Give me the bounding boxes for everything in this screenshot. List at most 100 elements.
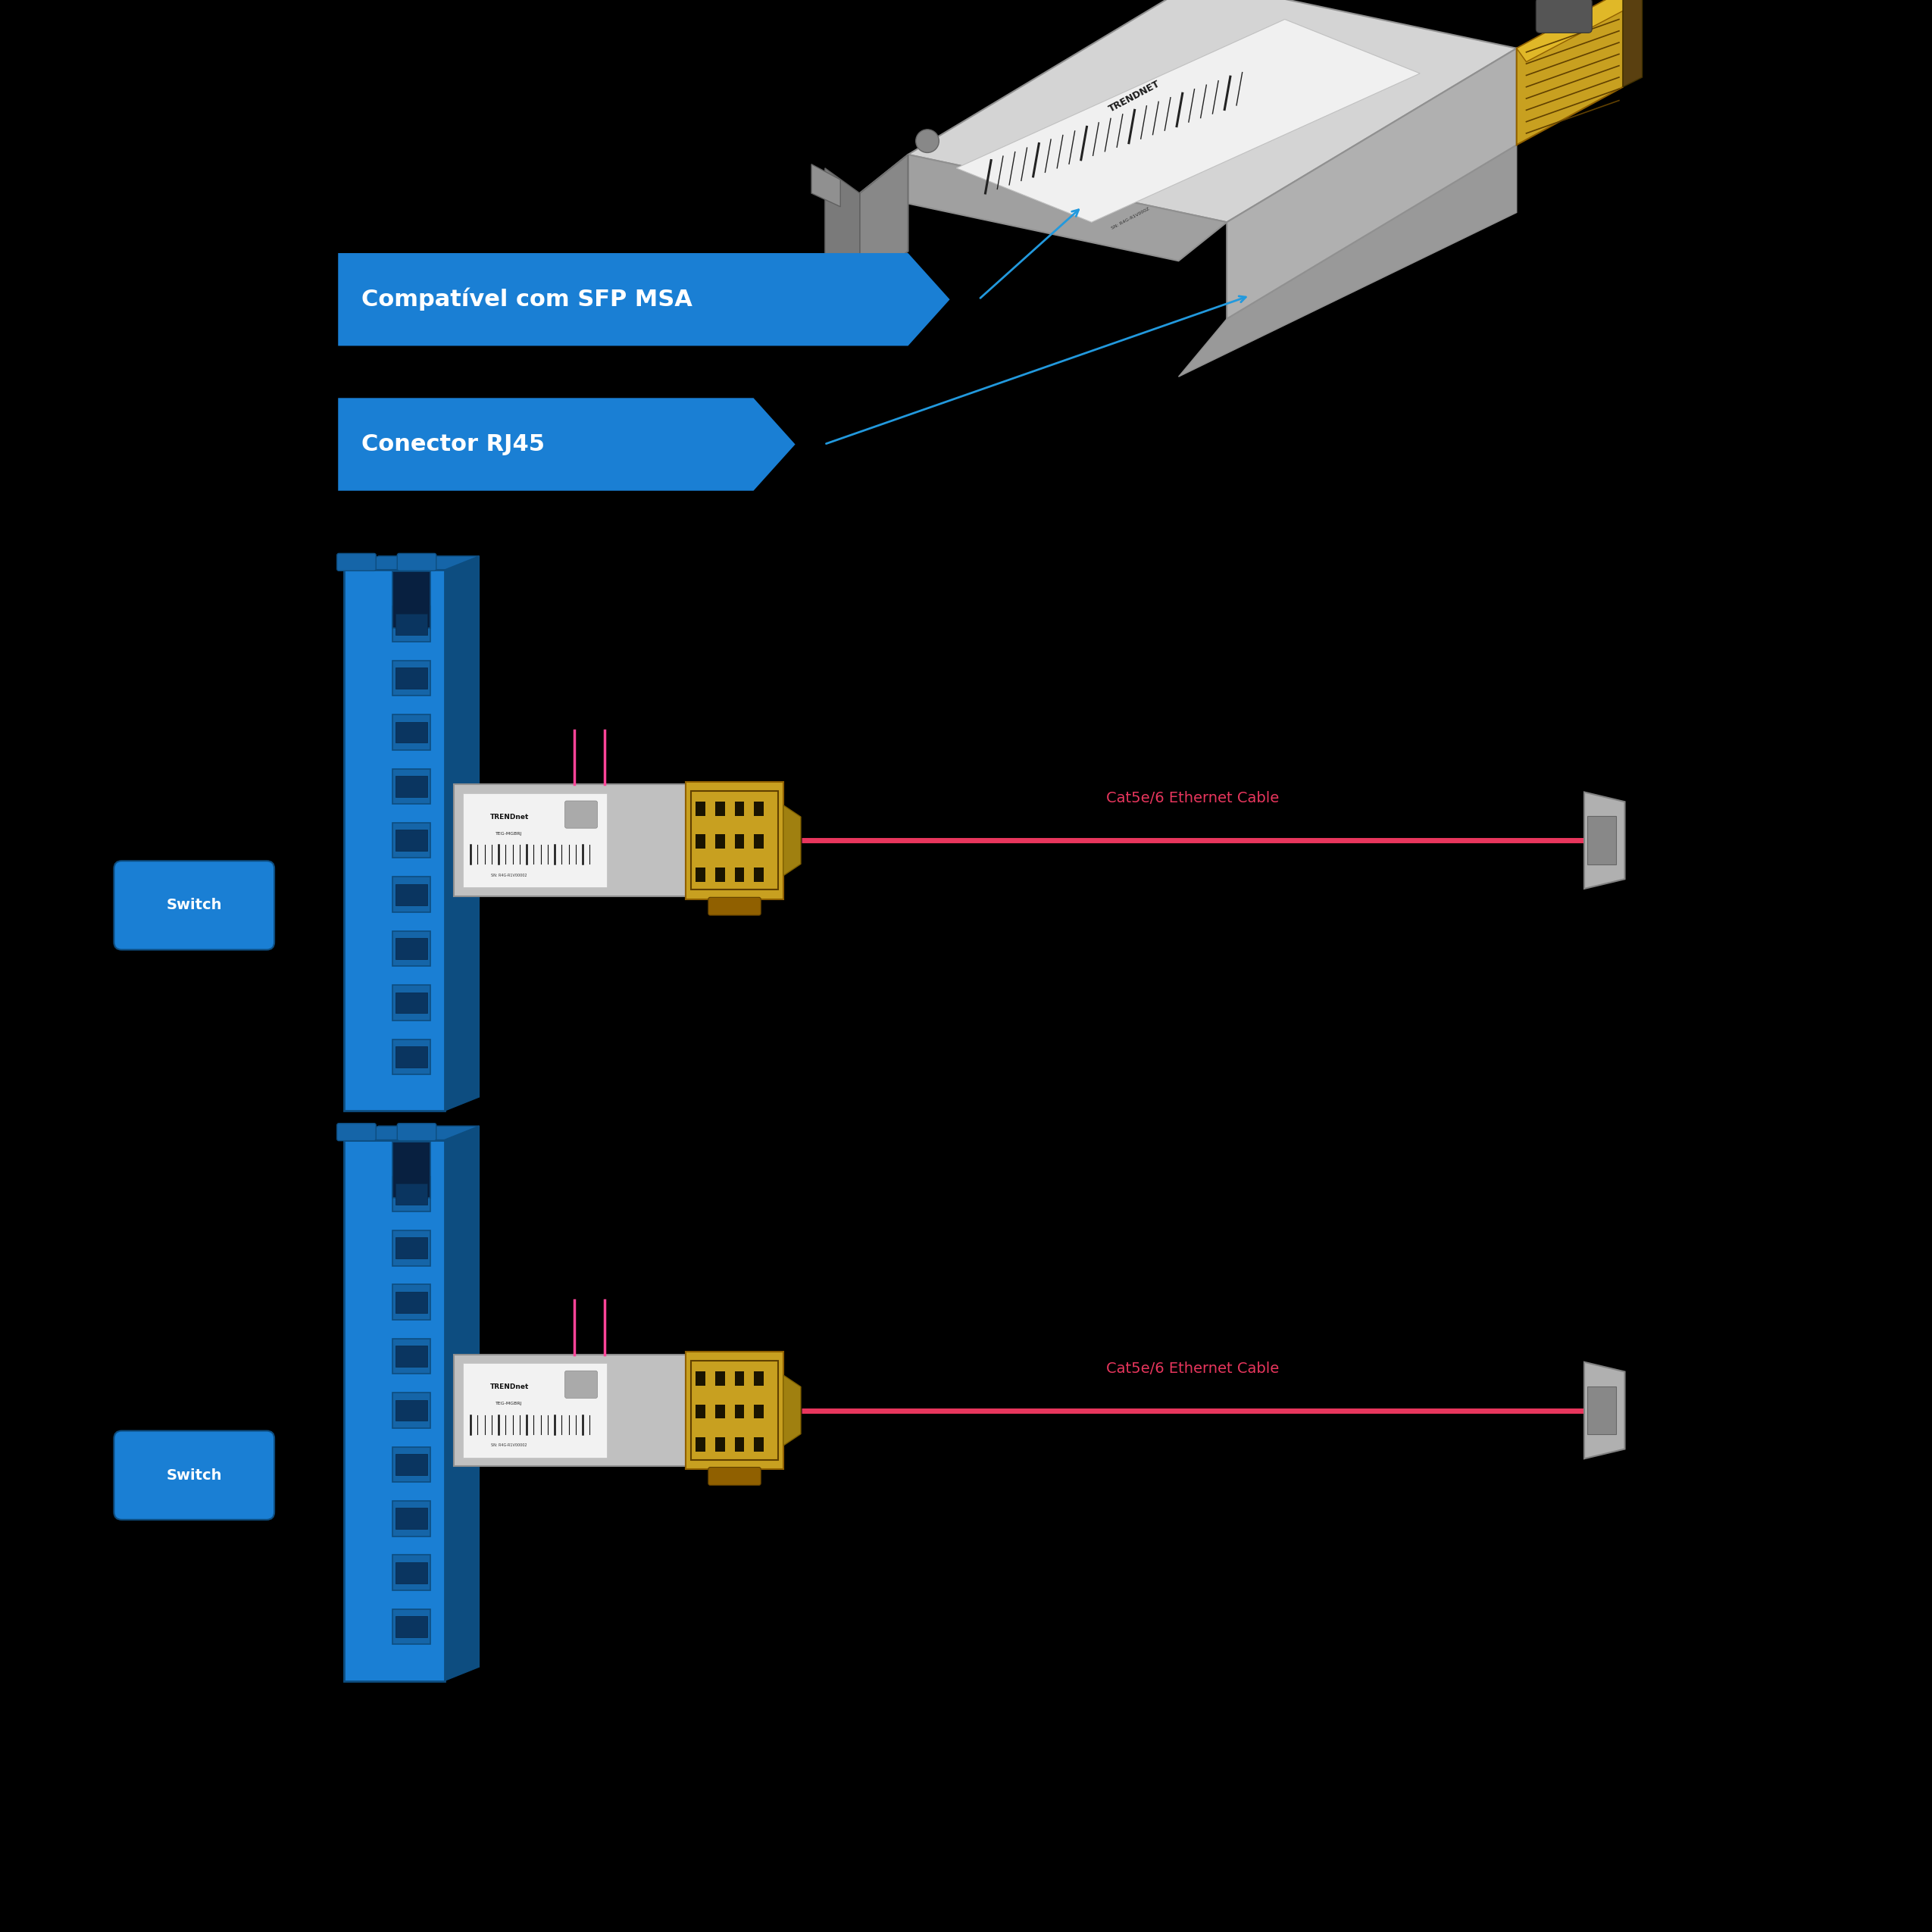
Polygon shape xyxy=(811,164,840,207)
FancyBboxPatch shape xyxy=(696,1372,705,1385)
FancyBboxPatch shape xyxy=(392,572,431,628)
FancyBboxPatch shape xyxy=(336,553,377,570)
FancyBboxPatch shape xyxy=(396,831,427,850)
FancyBboxPatch shape xyxy=(734,802,744,815)
Text: TRENDnet: TRENDnet xyxy=(491,1383,529,1391)
FancyBboxPatch shape xyxy=(396,1238,427,1258)
FancyBboxPatch shape xyxy=(734,835,744,848)
FancyBboxPatch shape xyxy=(392,1285,431,1320)
FancyBboxPatch shape xyxy=(696,802,705,815)
FancyBboxPatch shape xyxy=(392,985,431,1020)
FancyBboxPatch shape xyxy=(392,607,431,641)
Polygon shape xyxy=(782,806,800,875)
Text: SN: R4G-R1V00002: SN: R4G-R1V00002 xyxy=(491,873,527,877)
FancyBboxPatch shape xyxy=(753,802,763,815)
FancyBboxPatch shape xyxy=(392,1339,431,1374)
Polygon shape xyxy=(1517,0,1633,62)
FancyBboxPatch shape xyxy=(392,931,431,966)
FancyBboxPatch shape xyxy=(396,1047,427,1066)
Polygon shape xyxy=(956,19,1420,222)
FancyBboxPatch shape xyxy=(392,1142,431,1198)
FancyBboxPatch shape xyxy=(398,1122,437,1140)
FancyBboxPatch shape xyxy=(1586,1387,1615,1434)
FancyBboxPatch shape xyxy=(709,1466,761,1486)
Polygon shape xyxy=(860,155,1227,261)
FancyBboxPatch shape xyxy=(392,877,431,912)
FancyBboxPatch shape xyxy=(734,1437,744,1451)
Polygon shape xyxy=(1623,0,1642,87)
FancyBboxPatch shape xyxy=(734,867,744,881)
FancyBboxPatch shape xyxy=(396,885,427,904)
FancyBboxPatch shape xyxy=(464,794,607,887)
FancyBboxPatch shape xyxy=(396,993,427,1012)
Polygon shape xyxy=(908,0,1517,222)
Polygon shape xyxy=(782,1376,800,1445)
FancyBboxPatch shape xyxy=(396,723,427,742)
FancyBboxPatch shape xyxy=(564,802,597,829)
FancyBboxPatch shape xyxy=(114,862,274,951)
FancyBboxPatch shape xyxy=(392,1501,431,1536)
FancyBboxPatch shape xyxy=(454,1354,686,1466)
FancyBboxPatch shape xyxy=(715,802,724,815)
FancyBboxPatch shape xyxy=(696,1405,705,1418)
Text: TRENDNET: TRENDNET xyxy=(1107,79,1161,114)
Polygon shape xyxy=(444,556,479,1111)
FancyBboxPatch shape xyxy=(696,1437,705,1451)
FancyBboxPatch shape xyxy=(392,1447,431,1482)
Polygon shape xyxy=(444,1126,479,1681)
FancyBboxPatch shape xyxy=(753,1405,763,1418)
FancyBboxPatch shape xyxy=(392,1177,431,1211)
Polygon shape xyxy=(860,155,908,290)
FancyBboxPatch shape xyxy=(686,1352,782,1468)
FancyBboxPatch shape xyxy=(396,1509,427,1528)
Polygon shape xyxy=(825,168,860,290)
FancyBboxPatch shape xyxy=(715,835,724,848)
Polygon shape xyxy=(344,556,479,570)
Polygon shape xyxy=(1227,48,1517,319)
FancyBboxPatch shape xyxy=(464,1364,607,1457)
FancyBboxPatch shape xyxy=(1536,0,1592,33)
FancyBboxPatch shape xyxy=(734,1405,744,1418)
FancyBboxPatch shape xyxy=(1586,815,1615,866)
Polygon shape xyxy=(344,1126,479,1140)
FancyBboxPatch shape xyxy=(392,715,431,750)
FancyBboxPatch shape xyxy=(715,1372,724,1385)
FancyBboxPatch shape xyxy=(114,1432,274,1520)
FancyBboxPatch shape xyxy=(396,939,427,958)
FancyBboxPatch shape xyxy=(344,1140,444,1681)
Text: SN: R4G-R1V00002: SN: R4G-R1V00002 xyxy=(491,1443,527,1447)
FancyBboxPatch shape xyxy=(392,1609,431,1644)
FancyBboxPatch shape xyxy=(753,867,763,881)
FancyBboxPatch shape xyxy=(696,835,705,848)
FancyBboxPatch shape xyxy=(336,1122,377,1140)
Text: Cat5e/6 Ethernet Cable: Cat5e/6 Ethernet Cable xyxy=(1107,792,1279,806)
FancyBboxPatch shape xyxy=(715,1437,724,1451)
Text: Switch: Switch xyxy=(166,1468,222,1482)
Text: SN: R4G-R1V000Z: SN: R4G-R1V000Z xyxy=(1111,207,1150,230)
Text: TRENDnet: TRENDnet xyxy=(491,813,529,821)
FancyBboxPatch shape xyxy=(396,777,427,796)
FancyBboxPatch shape xyxy=(344,570,444,1111)
FancyBboxPatch shape xyxy=(392,1555,431,1590)
Text: Compatível com SFP MSA: Compatível com SFP MSA xyxy=(361,288,692,311)
FancyBboxPatch shape xyxy=(396,1184,427,1204)
FancyBboxPatch shape xyxy=(396,1617,427,1636)
FancyBboxPatch shape xyxy=(396,668,427,688)
FancyBboxPatch shape xyxy=(686,782,782,898)
FancyBboxPatch shape xyxy=(396,1347,427,1366)
Text: Cat5e/6 Ethernet Cable: Cat5e/6 Ethernet Cable xyxy=(1107,1362,1279,1376)
Polygon shape xyxy=(338,253,951,346)
FancyBboxPatch shape xyxy=(396,1401,427,1420)
FancyBboxPatch shape xyxy=(696,867,705,881)
FancyBboxPatch shape xyxy=(564,1372,597,1399)
FancyBboxPatch shape xyxy=(715,1405,724,1418)
FancyBboxPatch shape xyxy=(392,661,431,696)
FancyBboxPatch shape xyxy=(392,1039,431,1074)
Polygon shape xyxy=(1517,0,1623,145)
FancyBboxPatch shape xyxy=(715,867,724,881)
FancyBboxPatch shape xyxy=(392,1393,431,1428)
Polygon shape xyxy=(1584,792,1625,889)
FancyBboxPatch shape xyxy=(396,1293,427,1312)
Text: Switch: Switch xyxy=(166,898,222,912)
Circle shape xyxy=(916,129,939,153)
